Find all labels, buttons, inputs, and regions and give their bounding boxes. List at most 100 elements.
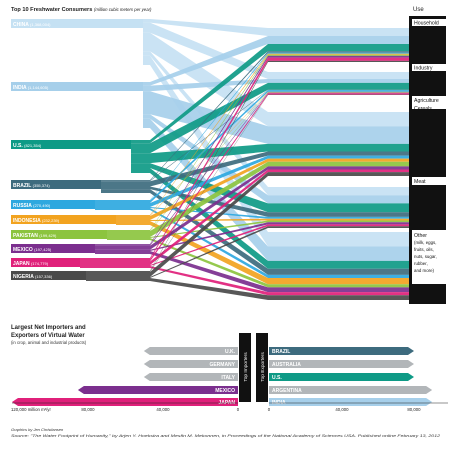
exporters-label: Top Exporters bbox=[260, 352, 266, 382]
use-heading: Use bbox=[413, 7, 424, 13]
use-label-bg-other bbox=[412, 230, 446, 284]
country-label-pakistan: PAKISTAN (199,429) bbox=[13, 233, 57, 239]
use-label-bg-household bbox=[412, 19, 446, 26]
importer-label-mexico: MEXICO bbox=[215, 388, 235, 394]
footer-source: Source: "The Water Footprint of Humanity… bbox=[11, 434, 440, 438]
use-label-industry: Industry bbox=[414, 66, 433, 72]
country-bar-mexico bbox=[11, 244, 95, 253]
flow-u-s-5 bbox=[131, 168, 409, 269]
exporters-label-box bbox=[256, 333, 268, 402]
use-label-bg-agriculture bbox=[412, 96, 446, 109]
flow-nigeria-4 bbox=[86, 226, 409, 278]
country-bar-pakistan bbox=[11, 230, 107, 239]
axis-left-tick-80000: 80,000 bbox=[81, 407, 95, 412]
country-bar-japan bbox=[11, 258, 80, 267]
use-other-detail-2: fruits, oils, bbox=[414, 247, 434, 252]
chart-title-unit: (million cubic meters per year) bbox=[94, 7, 152, 12]
flow-mexico-5 bbox=[95, 251, 409, 293]
flow-russia-4 bbox=[95, 207, 409, 219]
flow-india-5 bbox=[143, 118, 409, 261]
exporter-label-u-s: U.S. bbox=[272, 375, 282, 381]
use-other-detail-5: and more) bbox=[414, 268, 435, 273]
use-label-meat: Meat bbox=[414, 179, 426, 185]
use-label-household: Household bbox=[414, 21, 439, 27]
axis-right-tick-0: 0 bbox=[268, 407, 271, 412]
flow-japan-5 bbox=[80, 266, 409, 296]
use-other-detail-4: rubber, bbox=[414, 261, 428, 266]
importer-label-u-k: U.K. bbox=[225, 349, 236, 355]
footer-credit: Graphics by Jen Christiansen bbox=[11, 427, 64, 432]
flow-japan-1 bbox=[80, 57, 409, 260]
consumer-flows bbox=[80, 19, 409, 300]
exporter-arrow-brazil bbox=[269, 347, 414, 355]
axis-right-tick-40000: 40,000 bbox=[335, 407, 349, 412]
use-label-bg-meat bbox=[412, 177, 446, 185]
flow-india-1 bbox=[143, 36, 409, 86]
trade-section: Largest Net Importers and Exporters of V… bbox=[11, 325, 448, 412]
flow-pakistan-4 bbox=[107, 220, 409, 238]
trade-subheading: (in crop, animal and industrial products… bbox=[11, 340, 87, 345]
importer-arrow-italy bbox=[143, 373, 238, 381]
flow-u-s-3 bbox=[131, 143, 409, 164]
flow-u-s-1 bbox=[131, 44, 409, 144]
flow-china-2 bbox=[143, 22, 409, 80]
flow-japan-4 bbox=[80, 224, 409, 266]
country-bar-nigeria bbox=[11, 271, 86, 280]
importer-label-germany: GERMANY bbox=[209, 362, 235, 368]
flow-nigeria-3 bbox=[86, 172, 409, 277]
country-label-russia: RUSSIA (270,490) bbox=[13, 203, 51, 209]
country-bars: CHINA (1,368,004) INDIA (1,144,605) U.S. (… bbox=[11, 19, 143, 280]
importer-arrow-japan bbox=[12, 398, 238, 406]
country-bar-india bbox=[11, 82, 143, 91]
chart-title: Top 10 Freshwater Consumers (million cub… bbox=[11, 7, 152, 13]
use-label-other: Other bbox=[414, 233, 427, 239]
country-bar-china bbox=[11, 19, 143, 28]
flow-india-2 bbox=[143, 79, 409, 92]
use-other-detail-1: (milk, eggs, bbox=[414, 240, 436, 245]
country-bar-indonesia bbox=[11, 215, 116, 224]
flow-u-s-4 bbox=[131, 163, 409, 213]
country-bar-russia bbox=[11, 200, 95, 209]
use-label-bg-industry bbox=[412, 64, 446, 71]
flow-china-3 bbox=[143, 32, 409, 127]
exporter-arrow-u-s bbox=[269, 373, 414, 381]
exporter-label-argentina: ARGENTINA bbox=[272, 388, 302, 394]
flow-japan-3 bbox=[80, 169, 409, 265]
importer-arrow-u-k bbox=[143, 347, 238, 355]
country-bar-u-s bbox=[11, 140, 131, 149]
flow-india-3 bbox=[143, 91, 409, 144]
importer-arrow-mexico bbox=[77, 386, 239, 394]
importer-label-italy: ITALY bbox=[221, 375, 235, 381]
country-label-japan: JAPAN (174,779) bbox=[13, 261, 49, 267]
flow-nigeria-5 bbox=[86, 278, 409, 300]
exporter-arrow-australia bbox=[269, 360, 414, 368]
axis-left-tick-120000: 120,000 million m³/yr bbox=[11, 407, 51, 412]
use-legend: Use Household Industry Agriculture Cerea… bbox=[409, 7, 446, 304]
flow-u-s-2 bbox=[131, 82, 409, 154]
chart-title-main: Top 10 Freshwater Consumers bbox=[11, 7, 92, 13]
use-other-detail-3: nuts, sugar, bbox=[414, 254, 437, 259]
flow-japan-2 bbox=[80, 93, 409, 262]
country-bar-brazil bbox=[11, 180, 101, 189]
country-label-china: CHINA (1,368,004) bbox=[13, 22, 51, 28]
trade-heading-line-2: Exporters of Virtual Water bbox=[11, 333, 85, 339]
trade-heading-line-1: Largest Net Importers and bbox=[11, 325, 86, 331]
flow-russia-3 bbox=[95, 155, 409, 207]
axis-left-tick-0: 0 bbox=[237, 407, 240, 412]
country-label-nigeria: NIGERIA (157,336) bbox=[13, 274, 53, 280]
importers-label-box bbox=[239, 333, 251, 402]
country-label-brazil: BRAZIL (355,374) bbox=[13, 183, 50, 189]
exporter-arrow-india bbox=[269, 398, 433, 406]
country-label-india: INDIA (1,144,605) bbox=[13, 85, 49, 91]
exporter-label-australia: AUSTRALIA bbox=[272, 362, 301, 368]
exporter-label-brazil: BRAZIL bbox=[272, 349, 290, 355]
flow-brazil-3 bbox=[101, 151, 409, 187]
axis-left-tick-40000: 40,000 bbox=[156, 407, 170, 412]
use-label-cereals: Cereals bbox=[414, 106, 432, 112]
use-label-agriculture: Agriculture bbox=[414, 98, 439, 104]
country-label-mexico: MEXICO (197,425) bbox=[13, 247, 52, 253]
flow-mexico-4 bbox=[95, 222, 409, 251]
